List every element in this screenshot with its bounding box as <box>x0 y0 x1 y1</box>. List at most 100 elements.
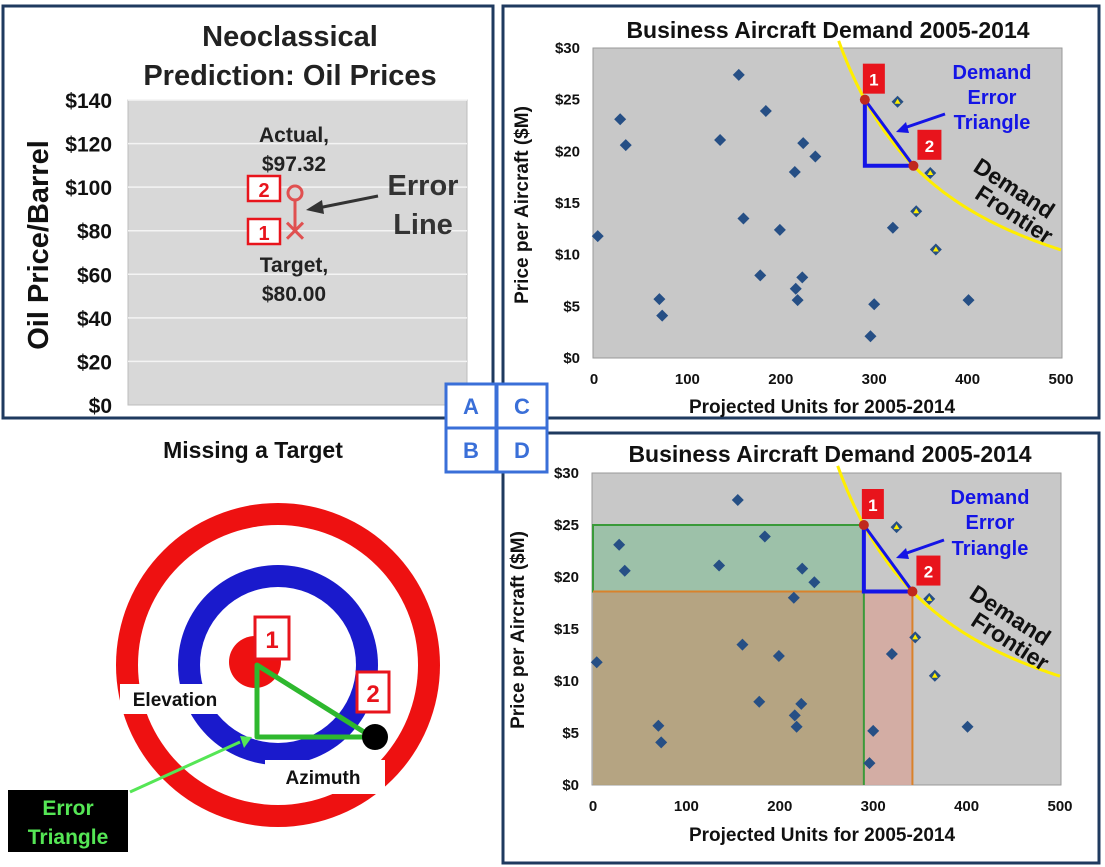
c-y-tick-label: $5 <box>563 298 580 315</box>
error-line-arrowhead <box>306 200 324 214</box>
d-frontier-point <box>909 631 922 644</box>
c-y-tick-label: $0 <box>563 350 580 367</box>
green-region-top <box>592 524 865 593</box>
actual-label-line-2: $97.32 <box>262 153 326 176</box>
panel-a-y-axis-label: Oil Price/Barrel <box>23 140 55 350</box>
azimuth-label: Azimuth <box>286 768 361 789</box>
d-data-point <box>618 564 631 577</box>
c-frontier-point-mark <box>927 170 934 176</box>
c-data-point <box>886 221 899 234</box>
salmon-region <box>863 591 913 785</box>
d-y-tick-label: $5 <box>562 725 579 742</box>
c-data-point <box>754 269 767 282</box>
error-triangle-label-1: Error <box>42 797 93 820</box>
d-frontier-curve <box>836 465 1061 678</box>
target-label-line-1: Target, <box>260 254 328 277</box>
d-frontier-point-mark <box>912 634 919 640</box>
letter-c: C <box>514 394 530 419</box>
d-data-point <box>731 494 744 507</box>
d-y-tick-label: $30 <box>554 465 579 482</box>
c-y-tick-label: $30 <box>555 40 580 57</box>
d-frontier-point-mark <box>931 672 938 678</box>
letter-box-d <box>495 426 549 474</box>
c-x-tick-label: 400 <box>955 371 980 388</box>
c-x-tick-label: 200 <box>768 371 793 388</box>
d-x-tick-label: 0 <box>589 798 597 815</box>
panel-a-y-tick-label: $140 <box>65 90 112 113</box>
c-frontier-point-mark <box>913 208 920 214</box>
letter-b: B <box>463 438 479 463</box>
c-x-tick-label: 0 <box>590 371 598 388</box>
panel-c-points <box>591 68 975 343</box>
d-frontier-point <box>890 521 903 534</box>
c-frontier-curve <box>837 40 1062 252</box>
panel-c-y-axis-label: Price per Aircraft ($M) <box>512 106 533 304</box>
panel-a-y-tick-label: $60 <box>77 264 112 287</box>
panel-a-y-ticks: $0 $20 $40 $60 $80 $100 $120 $140 <box>65 90 112 418</box>
d-data-point <box>590 656 603 669</box>
panel-c-triangle-label-2: Error <box>968 87 1017 109</box>
d-data-point <box>713 559 726 572</box>
marker-2-box-b: 2 <box>355 670 391 714</box>
d-data-point <box>758 530 771 543</box>
c-data-point <box>759 105 772 118</box>
elevation-label: Elevation <box>133 690 217 711</box>
d-x-tick-label: 300 <box>861 798 886 815</box>
c-y-tick-label: $25 <box>555 92 580 109</box>
panel-d-demand-error-triangle: 12 <box>858 489 941 597</box>
panel-b-title: Missing a Target <box>163 437 343 463</box>
d-marker-2-text: 2 <box>924 563 933 582</box>
panel-d-points <box>590 494 974 770</box>
d-data-point <box>655 736 668 749</box>
panel-d-title: Business Aircraft Demand 2005-2014 <box>628 441 1031 467</box>
d-frontier-point <box>923 592 936 605</box>
letter-d: D <box>514 438 530 463</box>
c-marker-2-text: 2 <box>925 137 934 156</box>
letter-box-c <box>495 382 549 430</box>
d-frontier-point <box>928 669 941 682</box>
panel-d-demand-frontier <box>836 465 1061 678</box>
c-data-point <box>791 294 804 307</box>
panel-c-triangle-label-1: Demand <box>953 62 1032 84</box>
panel-a-y-tick-label: $100 <box>65 177 112 200</box>
c-frontier-point <box>910 205 923 218</box>
c-data-point <box>962 294 975 307</box>
panel-a-y-tick-label: $120 <box>65 134 112 157</box>
d-data-point <box>885 647 898 660</box>
c-data-point <box>737 212 750 225</box>
c-y-tick-label: $10 <box>555 247 580 264</box>
svg-text:2: 2 <box>258 180 269 202</box>
panel-d-triangle-label-1: Demand <box>951 487 1030 509</box>
d-data-point <box>796 562 809 575</box>
error-triangle-pointer <box>129 740 241 794</box>
c-data-point <box>591 230 604 243</box>
marker-1-box-a: 1 <box>246 217 282 246</box>
d-data-point <box>795 697 808 710</box>
d-marker-1-rect <box>861 489 884 519</box>
panel-d-shaded-regions <box>592 524 914 785</box>
svg-text:1: 1 <box>258 223 269 245</box>
d-point-1-dot <box>858 520 869 530</box>
shot-point <box>362 724 388 750</box>
d-frontier-point-mark <box>893 524 900 530</box>
marker-1-box-b: 1 <box>253 615 291 661</box>
d-data-point <box>736 638 749 651</box>
c-x-tick-label: 500 <box>1048 371 1073 388</box>
c-frontier-point-mark <box>932 246 939 252</box>
c-data-point <box>864 330 877 343</box>
panel-d-axes: 0 100 200 300 400 500 $0 $5 $10 $15 $20 $25 $30 <box>554 465 1073 815</box>
c-marker-2-box: 2 <box>917 129 942 160</box>
c-marker-1-box: 1 <box>862 63 885 94</box>
c-x-tick-label: 300 <box>862 371 887 388</box>
d-data-point <box>772 650 785 663</box>
c-frontier-point-mark <box>894 98 901 104</box>
panel-d-aircraft-demand-chart: Business Aircraft Demand 2005-2014 0 100 2… <box>501 431 1101 865</box>
panel-c-triangle-arrowhead <box>896 122 909 133</box>
panel-letter-grid: A C B D <box>444 382 549 474</box>
actual-label-line-1: Actual, <box>259 124 329 147</box>
c-data-point <box>789 282 802 295</box>
d-y-tick-label: $15 <box>554 621 579 638</box>
c-data-point <box>788 166 801 178</box>
c-y-tick-label: $15 <box>555 195 580 212</box>
